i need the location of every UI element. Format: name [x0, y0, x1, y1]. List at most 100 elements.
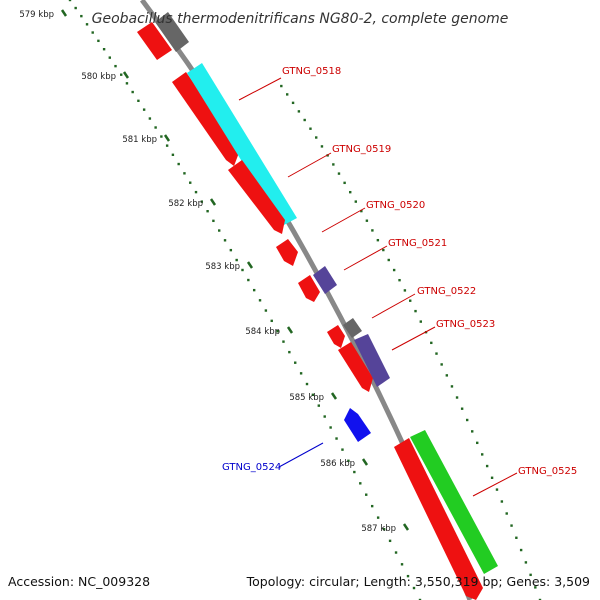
feature-gtng-0522-cds[interactable]: [327, 325, 345, 348]
ruler-dot: [349, 190, 352, 194]
feature-purple-long[interactable]: [354, 334, 390, 387]
ruler-dot: [382, 528, 386, 531]
feature-gtng-0525-cds[interactable]: [394, 438, 483, 600]
callout-gtng-0520: [321, 207, 366, 233]
ruler-dot: [80, 14, 83, 18]
gene-label-gtng-0525[interactable]: GTNG_0525: [518, 466, 577, 477]
ruler-dot: [276, 330, 279, 333]
ruler-dot: [309, 127, 312, 130]
tick-label: 579 kbp: [19, 10, 54, 20]
callout-gtng-0522: [371, 293, 416, 319]
callout-layer: [238, 77, 518, 497]
ruler-dot: [223, 239, 227, 242]
feature-gtng-0521-cds[interactable]: [298, 275, 320, 302]
ruler-dot: [445, 374, 449, 377]
ruler-dot: [359, 482, 362, 485]
ruler-dot: [317, 404, 321, 407]
ruler-dot: [495, 488, 499, 491]
ruler-dot: [131, 90, 134, 94]
ruler-dot: [534, 586, 537, 589]
tick-mark: [209, 198, 217, 206]
gene-label-gtng-0518[interactable]: GTNG_0518: [282, 66, 341, 77]
gene-label-gtng-0522[interactable]: GTNG_0522: [417, 286, 476, 297]
ruler-dot: [412, 586, 416, 590]
ruler-dot: [282, 340, 285, 343]
ruler-dot: [409, 299, 412, 302]
tick-label: 581 kbp: [122, 135, 157, 145]
ruler-dot: [288, 350, 291, 354]
ruler-dot: [371, 229, 374, 232]
ruler-dot: [270, 319, 273, 323]
ruler-dot: [538, 598, 542, 600]
ruler-dot: [125, 82, 129, 85]
ruler-dot: [353, 470, 356, 474]
gene-label-gtng-0520[interactable]: GTNG_0520: [366, 200, 425, 211]
ruler-dot: [212, 219, 215, 223]
ruler-dot: [519, 548, 523, 552]
ruler-dot: [291, 101, 295, 105]
feature-other-small[interactable]: [343, 318, 362, 338]
feature-other[interactable]: [155, 12, 189, 52]
ruler-dot: [252, 288, 256, 292]
gene-labels: GTNG_0518 GTNG_0519 GTNG_0520 GTNG_0521 …: [222, 66, 577, 477]
ruler-dot: [485, 464, 489, 468]
ruler-dot: [311, 393, 315, 396]
tick-label: 582 kbp: [168, 199, 203, 209]
ruler-dot: [91, 31, 94, 34]
ruler-dot: [471, 430, 474, 433]
tick-mark: [330, 392, 338, 400]
ruler-dot: [360, 209, 363, 213]
gene-label-gtng-0524[interactable]: GTNG_0524: [222, 462, 281, 473]
ruler-dot: [241, 268, 244, 272]
ruler-dot: [320, 145, 324, 148]
ruler-dot: [171, 153, 175, 156]
feature-gtng-0524-cds[interactable]: [344, 408, 371, 442]
tick-label: 586 kbp: [320, 459, 355, 469]
ruler-dot: [388, 539, 392, 543]
tick-mark: [246, 261, 254, 269]
ruler-dot: [354, 200, 357, 203]
ruler-dot: [460, 407, 464, 410]
ruler-dot: [200, 200, 204, 203]
ruler-dot: [406, 574, 410, 578]
feature-purple-small[interactable]: [313, 266, 337, 294]
callout-gtng-0519: [287, 152, 332, 178]
ruler-dot: [365, 493, 368, 496]
feature-gtng-0523-cds[interactable]: [338, 342, 373, 392]
ruler-dot: [137, 99, 140, 102]
feature-gtng-0519-cds[interactable]: [228, 160, 285, 234]
ruler-dot: [315, 136, 318, 139]
ruler-dot: [370, 504, 374, 508]
gene-label-gtng-0521[interactable]: GTNG_0521: [388, 238, 447, 249]
tick-mark: [122, 71, 130, 79]
ruler-dot: [341, 448, 344, 451]
feature-cyan[interactable]: [187, 63, 297, 226]
feature-rna[interactable]: [410, 430, 498, 574]
ruler-dot: [299, 372, 303, 375]
ruler-dot: [294, 361, 297, 364]
feature-gtng-0520-cds[interactable]: [276, 239, 298, 266]
ruler-dot: [108, 56, 112, 59]
ruler-dot: [455, 396, 459, 399]
ruler-dot: [68, 0, 72, 2]
tick-layer: 579 kbp 580 kbp 581 kbp 582 kbp 583 kbp 584 k…: [19, 0, 542, 600]
ruler-dot: [305, 382, 309, 386]
ruler-dot: [329, 426, 332, 429]
ruler-dot: [430, 341, 433, 345]
ruler-dot: [376, 516, 380, 519]
ruler-dot: [490, 476, 494, 479]
gene-label-gtng-0519[interactable]: GTNG_0519: [332, 144, 391, 155]
ruler-dot: [476, 441, 479, 445]
ruler-dot: [177, 162, 180, 166]
gene-label-gtng-0523[interactable]: GTNG_0523: [436, 319, 495, 330]
ruler-dot: [365, 219, 369, 222]
ruler-dot: [264, 309, 268, 312]
ruler-dot: [524, 561, 528, 564]
ruler-dot: [165, 144, 169, 147]
ruler-dot: [148, 117, 152, 120]
ruler-dot: [154, 126, 157, 129]
feature-forward-cds[interactable]: [137, 22, 172, 60]
tick-mark: [286, 326, 294, 334]
ruler-dot: [235, 258, 238, 262]
feature-gtng-0518-cds[interactable]: [172, 72, 240, 166]
